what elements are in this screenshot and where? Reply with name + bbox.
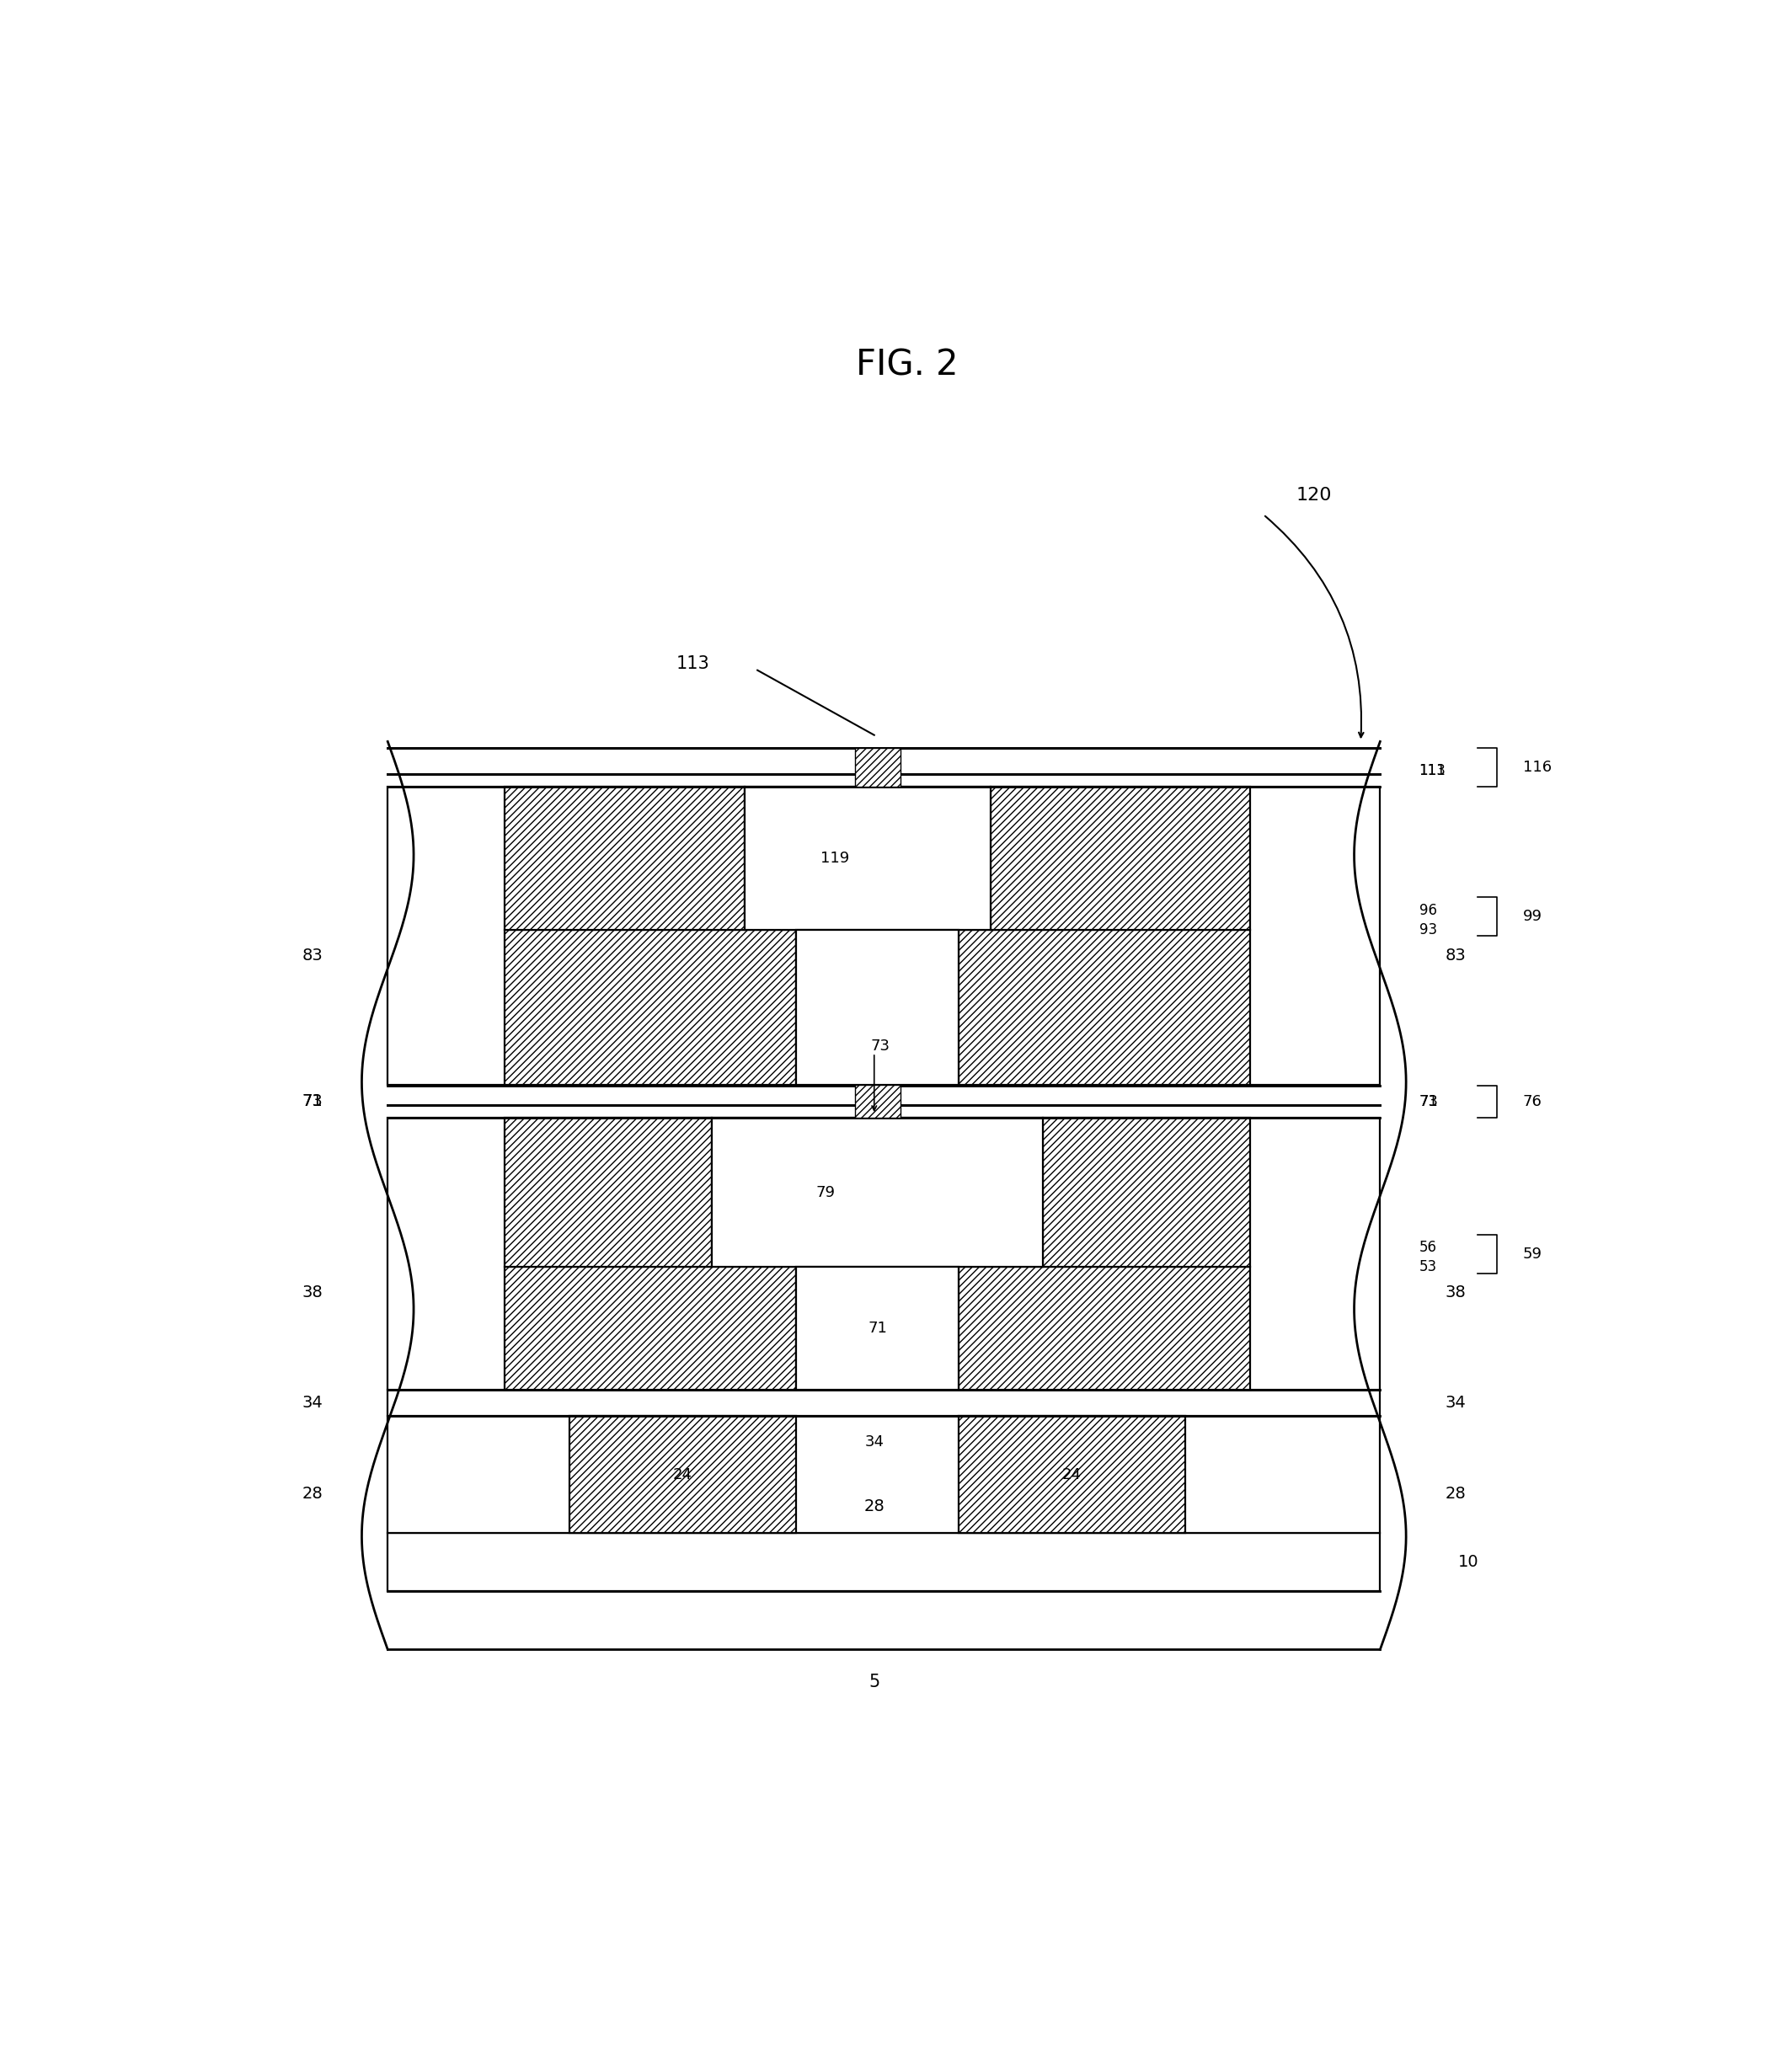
Text: 5: 5 xyxy=(869,1674,879,1691)
Text: 93: 93 xyxy=(1419,922,1436,937)
Text: 73: 73 xyxy=(302,1094,322,1109)
Text: 38: 38 xyxy=(1445,1285,1467,1301)
Bar xyxy=(991,787,1251,930)
Bar xyxy=(854,1086,900,1117)
Text: 38: 38 xyxy=(302,1285,322,1301)
Text: 120: 120 xyxy=(1297,487,1332,503)
Bar xyxy=(796,1266,959,1390)
Text: 79: 79 xyxy=(816,1185,835,1200)
Text: 73: 73 xyxy=(1419,1094,1438,1109)
Bar xyxy=(504,1266,796,1390)
Text: 53: 53 xyxy=(1419,1260,1436,1274)
Text: 34: 34 xyxy=(865,1434,884,1450)
Text: 113: 113 xyxy=(676,655,709,671)
Bar xyxy=(1044,1117,1251,1266)
Text: 73: 73 xyxy=(870,1038,890,1055)
Text: 28: 28 xyxy=(863,1498,884,1515)
Bar xyxy=(570,1415,796,1533)
Bar xyxy=(959,930,1251,1086)
Bar xyxy=(854,748,900,787)
Text: 71: 71 xyxy=(1419,1094,1438,1109)
Text: 113: 113 xyxy=(1419,762,1445,779)
Text: 96: 96 xyxy=(1419,903,1436,918)
Bar xyxy=(796,930,959,1086)
Bar xyxy=(504,787,745,930)
Text: FIG. 2: FIG. 2 xyxy=(856,348,957,383)
Bar xyxy=(387,787,1380,1086)
Bar xyxy=(745,787,991,930)
Text: 56: 56 xyxy=(1419,1239,1436,1256)
Text: 28: 28 xyxy=(302,1486,322,1502)
Text: 119: 119 xyxy=(821,852,849,866)
Text: 99: 99 xyxy=(1523,910,1543,924)
Bar xyxy=(959,1415,1185,1533)
Bar xyxy=(713,1117,1044,1266)
Text: 34: 34 xyxy=(1445,1394,1467,1411)
Text: 24: 24 xyxy=(1063,1467,1081,1481)
Text: 24: 24 xyxy=(674,1467,692,1481)
Text: 116: 116 xyxy=(1523,760,1551,775)
Text: 28: 28 xyxy=(1445,1486,1467,1502)
Bar xyxy=(959,1266,1251,1390)
Bar xyxy=(387,1415,1380,1533)
Text: 59: 59 xyxy=(1523,1247,1543,1262)
Text: 71: 71 xyxy=(869,1322,886,1336)
Text: 111: 111 xyxy=(1419,762,1445,779)
Bar xyxy=(387,1117,1380,1390)
Text: 34: 34 xyxy=(302,1394,322,1411)
Bar xyxy=(504,1117,711,1266)
Bar xyxy=(387,1390,1380,1415)
Text: 83: 83 xyxy=(302,947,322,963)
Bar xyxy=(504,930,796,1086)
Text: 76: 76 xyxy=(1523,1094,1543,1109)
Text: 71: 71 xyxy=(302,1094,322,1109)
Text: 83: 83 xyxy=(1445,947,1467,963)
Bar xyxy=(387,1533,1380,1591)
Text: 10: 10 xyxy=(1458,1554,1479,1571)
